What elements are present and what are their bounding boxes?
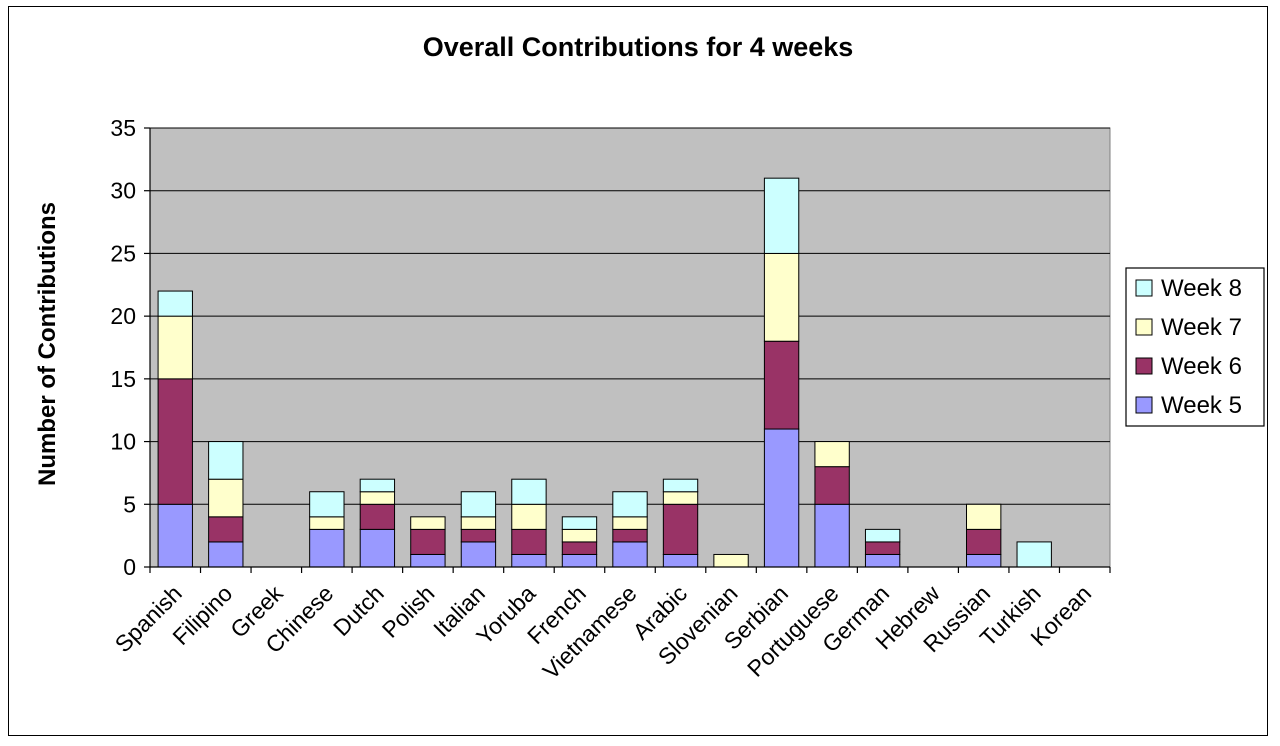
bar-segment (814, 466, 850, 505)
y-tick-label: 10 (110, 429, 136, 455)
bar-segment (612, 491, 648, 518)
bar-segment (511, 553, 547, 568)
bar-segment (561, 516, 598, 530)
y-tick-label: 20 (110, 303, 136, 329)
bar-segment (208, 541, 244, 568)
bar-segment (612, 541, 648, 568)
bar-segment (410, 516, 446, 530)
legend-label: Week 6 (1161, 353, 1242, 380)
bar-segment (814, 503, 850, 568)
bar-segment (763, 177, 800, 254)
y-axis-label: Number of Contributions (34, 202, 61, 486)
bar-segment (359, 478, 396, 493)
bar-segment (309, 491, 345, 518)
y-tick-label: 30 (110, 178, 136, 204)
bar-segment (157, 503, 193, 568)
legend-swatch (1135, 279, 1153, 297)
bar-segment (410, 553, 446, 568)
x-tick-label: Dutch (328, 580, 389, 641)
bar-segment (359, 503, 396, 530)
y-tick-label: 0 (123, 554, 136, 580)
legend-swatch (1135, 396, 1153, 414)
x-tick-label: Spanish (110, 580, 187, 657)
bar-segment (561, 528, 598, 543)
bar-segment (966, 528, 1002, 555)
legend-label: Week 5 (1161, 392, 1242, 419)
bar-segment (460, 528, 497, 543)
bar-segment (662, 478, 699, 493)
bar-segment (966, 503, 1002, 530)
bar-segment (662, 491, 699, 505)
bar-segment (359, 528, 396, 568)
bar-segment (864, 541, 901, 555)
bar-segment (410, 528, 446, 555)
bar-segment (208, 478, 244, 518)
y-tick-labels: 0 5 10 15 20 25 30 35 (110, 115, 136, 580)
y-tick-label: 35 (110, 115, 136, 141)
bar-segment (157, 378, 193, 505)
bar-segment (662, 503, 699, 555)
bar-segment (561, 541, 598, 555)
y-tick-label: 25 (110, 240, 136, 266)
bar-segment (157, 315, 193, 380)
bar-segment (864, 553, 901, 568)
bar-segment (713, 553, 749, 568)
legend-label: Week 8 (1161, 275, 1242, 302)
bar-segment (359, 491, 396, 505)
legend-swatch (1135, 357, 1153, 375)
legend: Week 8 Week 7 Week 6 Week 5 (1125, 267, 1265, 427)
y-tick-label: 15 (110, 366, 136, 392)
bar-segment (460, 491, 497, 518)
bar-segment (612, 516, 648, 530)
bar-segment (511, 503, 547, 530)
bar-segment (460, 516, 497, 530)
bar-segment (814, 441, 850, 468)
bar-segment (309, 528, 345, 568)
bar-segment (511, 528, 547, 555)
x-tick-label: Polish (377, 580, 440, 643)
bar-segment (763, 340, 800, 430)
bar-segment (208, 441, 244, 480)
bar-segment (763, 428, 800, 568)
bar-segment (309, 516, 345, 530)
legend-swatch (1135, 318, 1153, 336)
bar-segment (763, 252, 800, 342)
bar-segment (157, 290, 193, 317)
bar-segment (864, 528, 901, 543)
bars-group (157, 177, 1052, 568)
x-tick-labels: SpanishFilipinoGreekChineseDutchPolishIt… (110, 580, 1097, 684)
bar-segment (460, 541, 497, 568)
bar-segment (966, 553, 1002, 568)
bar-segment (662, 553, 699, 568)
axes-group (144, 127, 1111, 573)
bar-segment (511, 478, 547, 505)
y-tick-label: 5 (123, 491, 136, 517)
gridlines (150, 127, 1110, 505)
legend-label: Week 7 (1161, 314, 1242, 341)
bar-segment (612, 528, 648, 543)
bar-segment (208, 516, 244, 543)
chart-title: Overall Contributions for 4 weeks (423, 32, 854, 62)
bar-segment (1016, 541, 1052, 568)
bar-segment (561, 553, 598, 568)
